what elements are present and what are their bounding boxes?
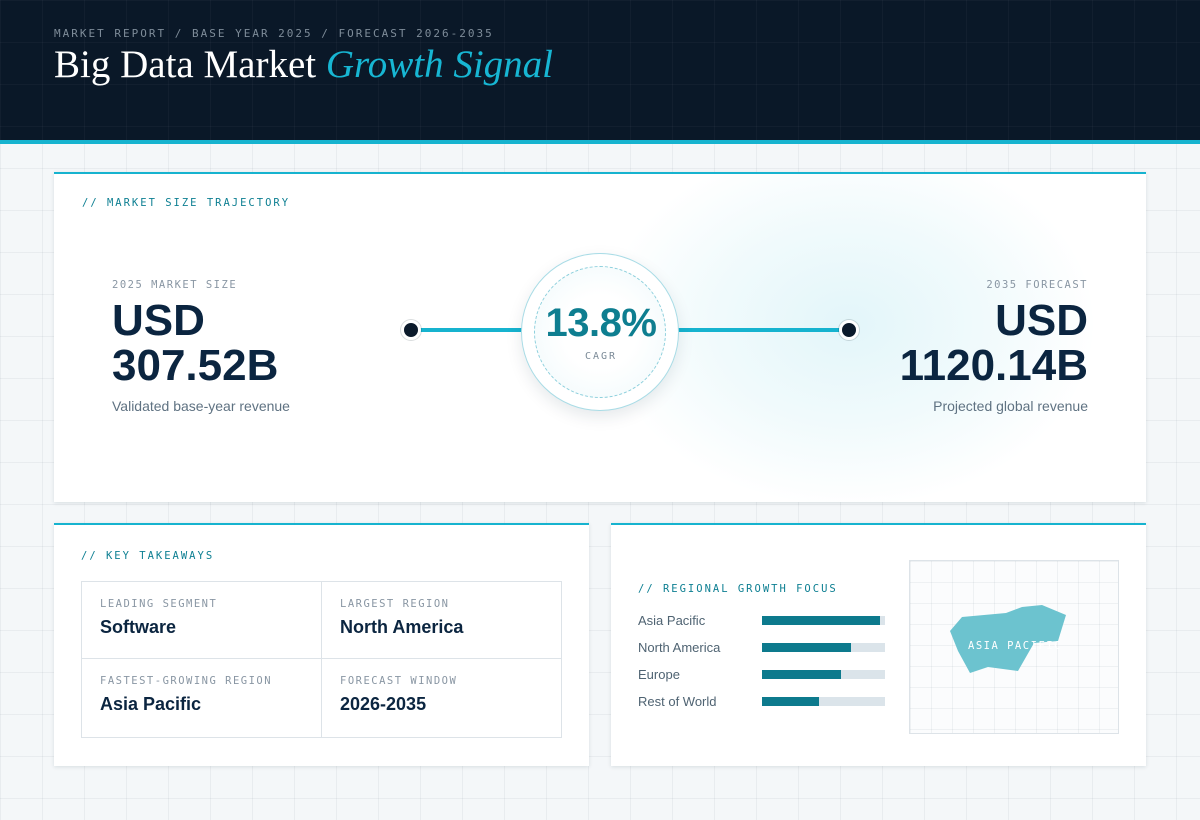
region-name-europe: Europe [638, 667, 680, 682]
takeaways-card-label: // KEY TAKEAWAYS [81, 550, 215, 562]
takeaway-label: FORECAST WINDOW [340, 675, 458, 687]
end-currency: USD [995, 296, 1088, 345]
start-market-value: 307.52B [112, 341, 279, 390]
cagr-badge: 13.8% CAGR [521, 253, 679, 411]
takeaway-label: LARGEST REGION [340, 598, 450, 610]
regional-card-label: // REGIONAL GROWTH FOCUS [638, 583, 838, 595]
cagr-label: CAGR [584, 351, 618, 362]
takeaway-label: LEADING SEGMENT [100, 598, 218, 610]
takeaway-cell-fastest-growing-region: FASTEST-GROWING REGION Asia Pacific [82, 659, 322, 737]
region-map: ASIA PACIFIC [909, 560, 1119, 734]
key-takeaways-card: // KEY TAKEAWAYS LEADING SEGMENT Softwar… [54, 523, 589, 766]
end-forecast-value: 1120.14B [899, 341, 1088, 390]
asia-pacific-map-shape [950, 605, 1066, 673]
regional-growth-card: // REGIONAL GROWTH FOCUS Asia Pacific No… [611, 523, 1146, 766]
takeaway-label: FASTEST-GROWING REGION [100, 675, 273, 687]
region-bar-europe [762, 670, 841, 679]
region-name-rest-of-world: Rest of World [638, 694, 717, 709]
report-header: MARKET REPORT / BASE YEAR 2025 / FORECAS… [0, 0, 1200, 144]
region-bar-track [762, 643, 885, 652]
region-bar-asia-pacific [762, 616, 881, 625]
map-region-label: ASIA PACIFIC [968, 640, 1062, 652]
cagr-inner-ring: 13.8% CAGR [534, 266, 666, 398]
start-market-caption: Validated base-year revenue [112, 398, 290, 414]
takeaway-value: 2026-2035 [340, 694, 427, 714]
takeaway-cell-largest-region: LARGEST REGION North America [322, 582, 562, 659]
cagr-value: 13.8% [545, 301, 657, 345]
takeaway-value: Asia Pacific [100, 694, 202, 714]
region-name-asia-pacific: Asia Pacific [638, 613, 706, 628]
title-main: Big Data Market [54, 43, 317, 86]
start-currency: USD [112, 296, 205, 345]
end-point-marker [839, 320, 859, 340]
start-market-label: 2025 MARKET SIZE [112, 279, 238, 291]
takeaways-grid: LEADING SEGMENT Software LARGEST REGION … [81, 581, 562, 738]
report-eyebrow: MARKET REPORT / BASE YEAR 2025 / FORECAS… [54, 27, 494, 40]
page-title: Big Data Market Growth Signal [54, 42, 553, 87]
region-bar-track [762, 697, 885, 706]
start-point-marker [401, 320, 421, 340]
region-bar-track [762, 670, 885, 679]
end-forecast-caption: Projected global revenue [933, 398, 1088, 414]
market-size-trajectory-card: // MARKET SIZE TRAJECTORY 2025 MARKET SI… [54, 172, 1146, 502]
takeaway-cell-forecast-window: FORECAST WINDOW 2026-2035 [322, 659, 562, 737]
region-name-north-america: North America [638, 640, 721, 655]
trajectory-card-label: // MARKET SIZE TRAJECTORY [82, 197, 291, 209]
takeaway-value: Software [100, 617, 177, 637]
takeaway-cell-leading-segment: LEADING SEGMENT Software [82, 582, 322, 659]
end-forecast-label: 2035 FORECAST [986, 279, 1088, 291]
region-bar-rest-of-world [762, 697, 819, 706]
region-bar-north-america [762, 643, 851, 652]
takeaway-value: North America [340, 617, 464, 637]
title-accent: Growth Signal [325, 43, 554, 86]
region-bar-track [762, 616, 885, 625]
